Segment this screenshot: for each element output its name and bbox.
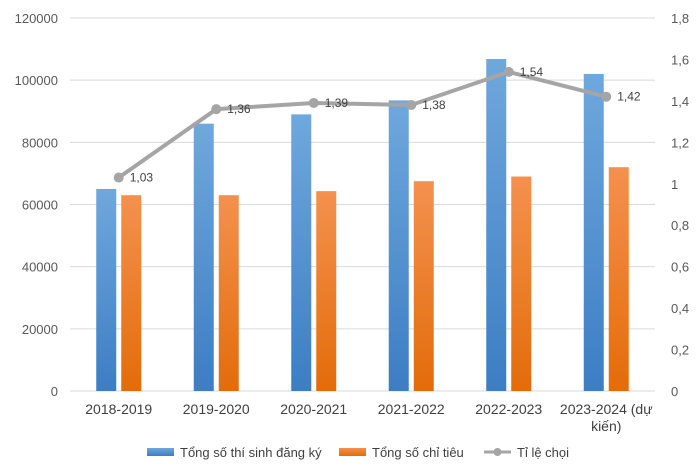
gridlines <box>70 17 655 392</box>
bar-registered <box>388 100 409 391</box>
y-right-tick-label: 0,6 <box>671 260 689 275</box>
bar-registered <box>96 188 117 391</box>
x-tick-label: 2020-2021 <box>280 401 347 417</box>
y-left-tick-label: 100000 <box>15 73 58 88</box>
legend-marker <box>493 448 502 456</box>
y-left-tick-label: 80000 <box>22 135 58 150</box>
x-tick-label: 2022-2023 <box>475 401 542 417</box>
ratio-point <box>503 66 514 77</box>
ratio-data-label: 1,42 <box>617 90 641 104</box>
y-right-tick-label: 1,8 <box>671 11 689 26</box>
ratio-data-label: 1,39 <box>325 96 349 110</box>
legend-swatch <box>339 448 366 456</box>
legend: Tổng số thí sinh đăng ký Tổng số chỉ tiêu… <box>147 445 569 460</box>
y-right-tick-label: 0 <box>671 384 678 399</box>
legend-label: Tỉ lệ chọi <box>517 445 569 460</box>
ratio-point <box>308 97 319 108</box>
ratio-data-label: 1,03 <box>130 171 154 185</box>
y-right-tick-label: 0,4 <box>671 301 689 316</box>
x-tick-label: 2021-2022 <box>378 401 445 417</box>
y-left-tick-label: 120000 <box>15 11 58 26</box>
y-right-tick-label: 0,8 <box>671 218 689 233</box>
ratio-line-path <box>117 69 607 180</box>
bar-quota <box>316 191 337 391</box>
ratio-point <box>113 172 124 183</box>
ratio-point <box>406 100 417 111</box>
y-right-tick-label: 0,2 <box>671 343 689 358</box>
bar-quota <box>608 167 629 391</box>
ratio-line: 1,03 1,36 1,39 1,38 1,54 1,42 <box>113 65 641 185</box>
ratio-data-label: 1,38 <box>422 98 446 112</box>
y-left-tick-label: 0 <box>51 384 58 399</box>
ratio-data-label: 1,54 <box>520 65 544 79</box>
y-right-tick-label: 1,4 <box>671 94 689 109</box>
ratio-point <box>601 91 612 102</box>
y-left-tick-label: 20000 <box>22 322 58 337</box>
axes: 0 20000 40000 60000 80000 100000 120000 0 0,2 0,4… <box>15 11 689 434</box>
y-left-tick-label: 40000 <box>22 260 58 275</box>
legend-label: Tổng số thí sinh đăng ký <box>180 445 322 460</box>
x-tick-label: 2019-2020 <box>183 401 250 417</box>
y-right-tick-label: 1,6 <box>671 52 689 67</box>
bar-registered <box>583 73 604 391</box>
bar-quota <box>121 195 142 391</box>
y-right-tick-label: 1,2 <box>671 135 689 150</box>
x-tick-label: 2023-2024 (dự kiến) <box>560 401 653 434</box>
bar-registered <box>291 114 312 391</box>
y-right-tick-label: 1 <box>671 177 678 192</box>
legend-label: Tổng số chỉ tiêu <box>372 445 464 460</box>
bar-registered <box>486 59 507 391</box>
bar-quota <box>218 195 239 391</box>
ratio-point <box>211 104 222 115</box>
x-tick-label: 2018-2019 <box>85 401 152 417</box>
y-left-tick-label: 60000 <box>22 198 58 213</box>
bar-quota <box>511 176 532 391</box>
ratio-data-label: 1,36 <box>227 102 251 116</box>
bar-registered <box>193 123 214 391</box>
legend-swatch <box>147 448 174 456</box>
bar-quota <box>413 181 434 391</box>
bars <box>96 59 629 391</box>
